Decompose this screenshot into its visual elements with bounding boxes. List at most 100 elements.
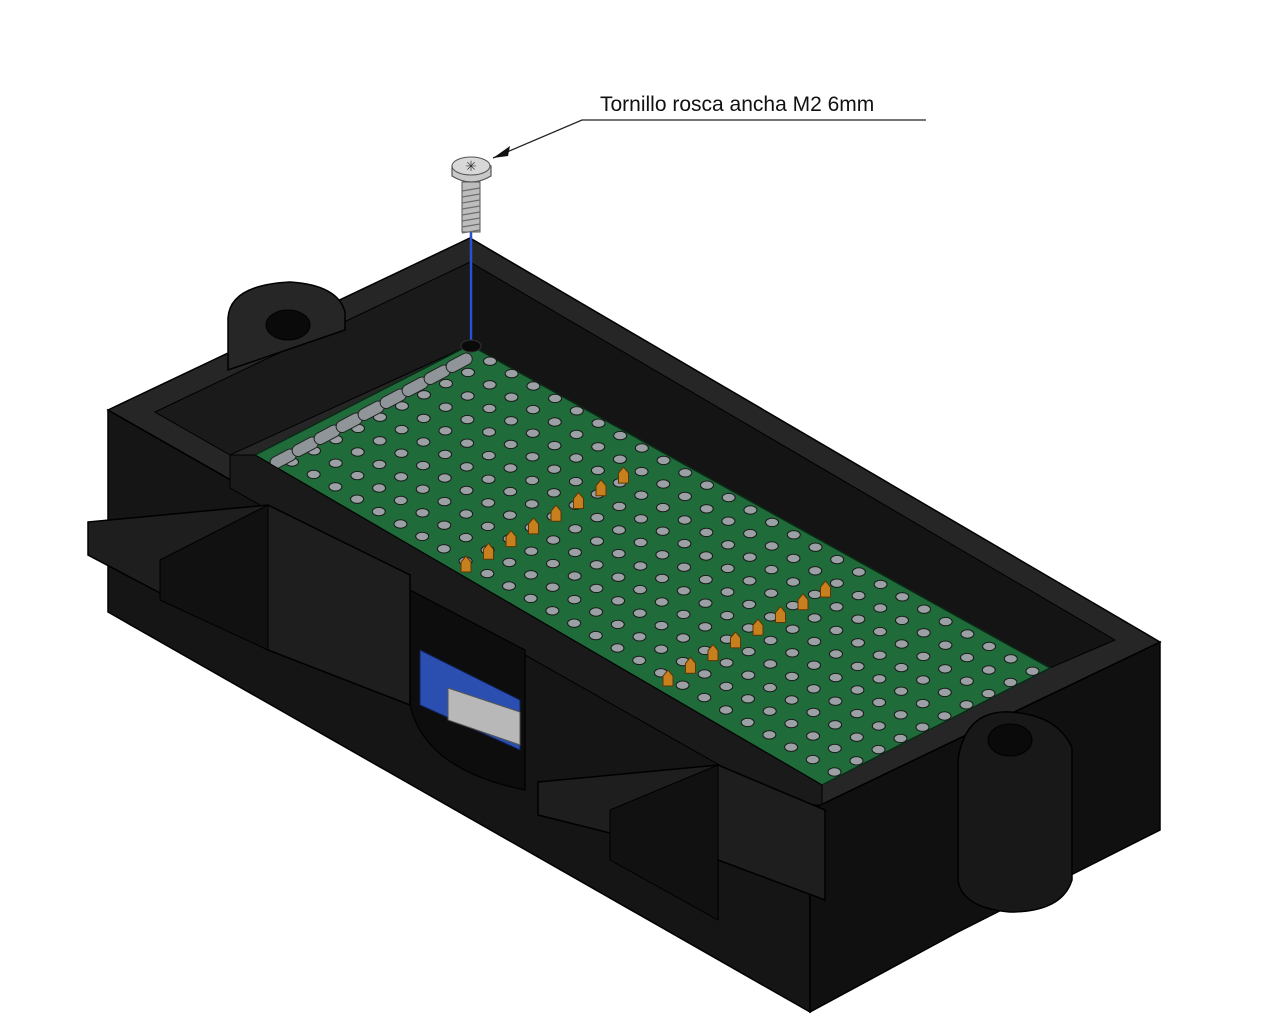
pad bbox=[872, 674, 887, 684]
pad bbox=[328, 458, 343, 468]
pad bbox=[611, 548, 626, 559]
pad bbox=[872, 697, 887, 708]
pad bbox=[569, 453, 584, 463]
pad bbox=[675, 680, 690, 690]
pad bbox=[656, 479, 671, 489]
pad bbox=[764, 564, 779, 575]
header-pin bbox=[685, 656, 696, 674]
thread-line bbox=[461, 229, 481, 234]
pad bbox=[697, 669, 712, 679]
pad bbox=[785, 600, 800, 611]
pad bbox=[610, 643, 625, 653]
enclosure-inner-front-wall bbox=[229, 454, 823, 806]
pad bbox=[960, 652, 975, 663]
header-pin bbox=[775, 605, 786, 623]
pad bbox=[676, 586, 691, 596]
pad bbox=[634, 466, 649, 477]
pad bbox=[545, 606, 560, 616]
pad bbox=[938, 664, 953, 674]
pad bbox=[459, 509, 474, 519]
pad bbox=[372, 483, 387, 493]
pad bbox=[633, 584, 648, 595]
pad bbox=[808, 542, 823, 552]
pad bbox=[849, 756, 864, 766]
screw-head-top bbox=[451, 156, 491, 176]
header-pin bbox=[730, 631, 741, 649]
pad bbox=[829, 578, 844, 588]
header-pin bbox=[797, 593, 809, 611]
pad bbox=[526, 404, 541, 415]
pad bbox=[610, 619, 625, 630]
pad bbox=[632, 608, 647, 618]
pad bbox=[632, 655, 647, 666]
pad bbox=[589, 560, 604, 570]
pad bbox=[524, 570, 538, 580]
pad bbox=[437, 496, 452, 507]
pad bbox=[871, 744, 886, 755]
pad bbox=[503, 439, 518, 450]
pad bbox=[546, 558, 560, 569]
leader-arrowhead bbox=[493, 146, 510, 158]
pad bbox=[719, 658, 734, 668]
pad bbox=[481, 474, 496, 484]
header-pin bbox=[707, 643, 719, 662]
pad bbox=[872, 650, 887, 660]
screw-callout-label: Tornillo rosca ancha M2 6mm bbox=[600, 93, 875, 116]
mounting-screw: ✳ bbox=[451, 156, 492, 353]
pad bbox=[807, 660, 821, 670]
pad bbox=[916, 675, 931, 685]
pad bbox=[719, 681, 734, 692]
pad bbox=[743, 505, 758, 515]
pad bbox=[851, 638, 865, 648]
pad bbox=[612, 501, 627, 512]
pad bbox=[785, 671, 799, 682]
thread-line bbox=[461, 205, 481, 210]
pad bbox=[306, 469, 321, 480]
pad bbox=[634, 514, 648, 524]
pad bbox=[851, 614, 866, 624]
pad bbox=[915, 722, 930, 732]
right-clip-tab bbox=[537, 764, 826, 921]
pad bbox=[502, 557, 517, 568]
pad bbox=[547, 464, 562, 474]
screw-thread bbox=[461, 187, 481, 234]
pad bbox=[588, 630, 603, 641]
pad bbox=[678, 468, 693, 478]
pad bbox=[917, 604, 931, 614]
pad bbox=[699, 504, 714, 514]
pad bbox=[719, 705, 733, 715]
header-pin bbox=[662, 669, 674, 687]
pad bbox=[546, 488, 561, 498]
pad bbox=[436, 544, 451, 554]
pad bbox=[482, 380, 497, 390]
pad bbox=[438, 449, 453, 460]
pad bbox=[1003, 677, 1018, 688]
pin-header-rows bbox=[460, 466, 831, 687]
pad bbox=[395, 401, 409, 411]
pad bbox=[938, 616, 953, 627]
pad bbox=[785, 648, 800, 658]
pad bbox=[569, 429, 584, 440]
pad bbox=[480, 568, 495, 579]
pad bbox=[438, 402, 453, 412]
pad bbox=[829, 649, 843, 659]
pad bbox=[699, 527, 714, 538]
pad bbox=[786, 553, 801, 564]
pad bbox=[763, 659, 778, 669]
pad bbox=[568, 524, 583, 534]
pad bbox=[807, 589, 822, 600]
pad bbox=[850, 685, 865, 695]
pad bbox=[784, 695, 799, 705]
enclosure-body bbox=[87, 237, 1162, 1014]
pad bbox=[807, 613, 822, 623]
pad bbox=[568, 476, 583, 487]
pad bbox=[742, 599, 757, 610]
pad bbox=[545, 582, 560, 592]
pad bbox=[806, 707, 821, 718]
pad bbox=[502, 581, 516, 591]
pad bbox=[372, 459, 387, 470]
pad bbox=[720, 610, 735, 621]
header-pin bbox=[528, 517, 539, 535]
pad bbox=[525, 475, 540, 486]
